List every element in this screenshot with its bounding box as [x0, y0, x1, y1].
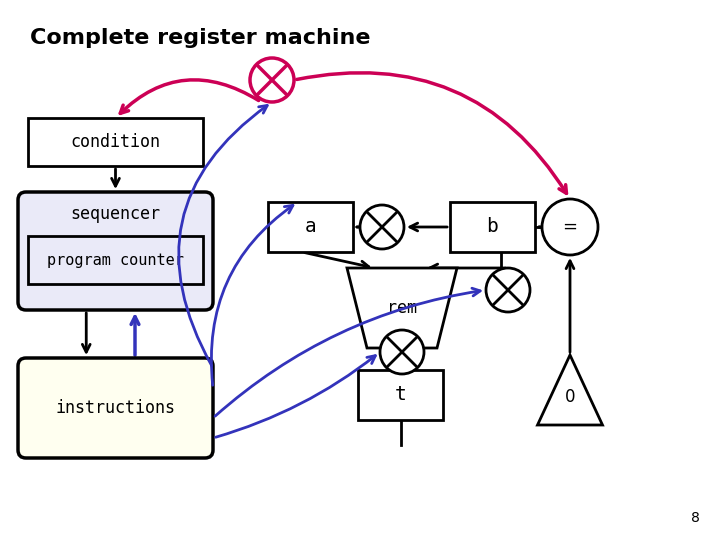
Circle shape: [360, 205, 404, 249]
Text: 8: 8: [691, 511, 700, 525]
Text: sequencer: sequencer: [71, 205, 161, 223]
FancyBboxPatch shape: [28, 118, 203, 166]
FancyBboxPatch shape: [450, 202, 535, 252]
Circle shape: [250, 58, 294, 102]
Text: t: t: [395, 386, 406, 404]
FancyBboxPatch shape: [28, 236, 203, 284]
Text: condition: condition: [71, 133, 161, 151]
Text: =: =: [562, 218, 577, 236]
Text: Complete register machine: Complete register machine: [30, 28, 371, 48]
Text: 0: 0: [564, 388, 575, 406]
FancyBboxPatch shape: [18, 192, 213, 310]
FancyBboxPatch shape: [358, 370, 443, 420]
FancyBboxPatch shape: [268, 202, 353, 252]
Text: b: b: [487, 218, 498, 237]
Polygon shape: [538, 355, 603, 425]
Text: rem: rem: [387, 299, 417, 317]
Text: instructions: instructions: [55, 399, 176, 417]
Text: a: a: [305, 218, 316, 237]
FancyBboxPatch shape: [18, 358, 213, 458]
Circle shape: [486, 268, 530, 312]
Circle shape: [542, 199, 598, 255]
Circle shape: [380, 330, 424, 374]
Polygon shape: [347, 268, 457, 348]
Text: program counter: program counter: [47, 253, 184, 267]
